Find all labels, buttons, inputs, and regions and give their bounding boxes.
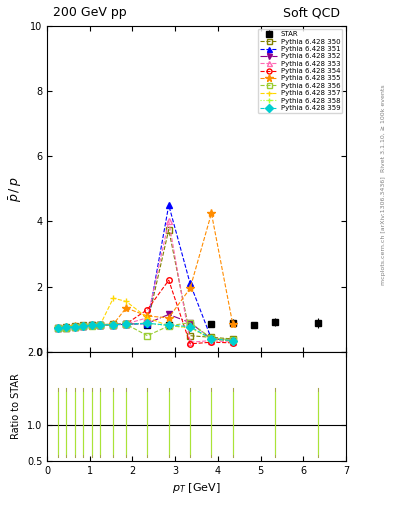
Y-axis label: Ratio to STAR: Ratio to STAR bbox=[11, 373, 21, 439]
Text: Rivet 3.1.10, ≥ 100k events: Rivet 3.1.10, ≥ 100k events bbox=[381, 84, 386, 172]
Text: mcplots.cern.ch [arXiv:1306.3436]: mcplots.cern.ch [arXiv:1306.3436] bbox=[381, 176, 386, 285]
Legend: STAR, Pythia 6.428 350, Pythia 6.428 351, Pythia 6.428 352, Pythia 6.428 353, Py: STAR, Pythia 6.428 350, Pythia 6.428 351… bbox=[258, 29, 342, 113]
Y-axis label: $\bar{p}\,/\,p$: $\bar{p}\,/\,p$ bbox=[8, 176, 24, 202]
Text: 200 GeV pp: 200 GeV pp bbox=[53, 6, 127, 19]
X-axis label: $p_T$ [GeV]: $p_T$ [GeV] bbox=[172, 481, 221, 495]
Text: Soft QCD: Soft QCD bbox=[283, 6, 340, 19]
